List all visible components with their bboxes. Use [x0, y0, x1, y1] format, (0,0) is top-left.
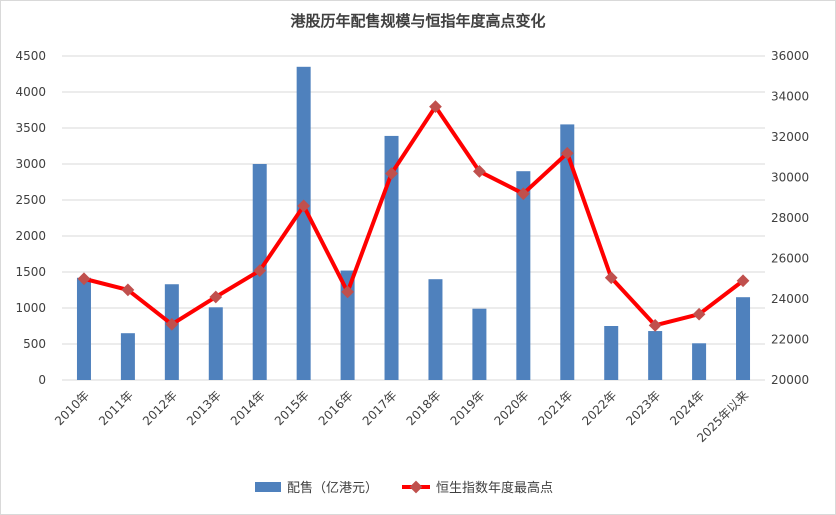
bar	[76, 277, 91, 380]
line-marker	[297, 199, 311, 213]
bar	[164, 284, 179, 380]
left-axis-tick-label: 0	[38, 373, 46, 387]
chart-title: 港股历年配售规模与恒指年度高点变化	[290, 12, 545, 30]
left-axis-tick-label: 500	[23, 337, 46, 351]
left-axis-tick-label: 1000	[15, 301, 46, 315]
left-axis-tick-label: 2500	[15, 193, 46, 207]
right-axis-tick-label: 34000	[771, 90, 809, 104]
legend: 配售（亿港元） 恒生指数年度最高点	[255, 480, 553, 496]
line-marker	[473, 165, 486, 178]
bar	[516, 171, 531, 380]
line-marker	[77, 272, 91, 286]
bar	[296, 66, 311, 381]
legend-bar-label: 配售（亿港元）	[287, 480, 378, 496]
line-marker	[385, 167, 398, 180]
right-axis-tick-label: 32000	[771, 130, 809, 144]
left-axis-tick-label: 1500	[15, 265, 46, 279]
left-axis-ticks: 0 500 1000 1500 2000 2500 3000 3500 4000 4500	[15, 49, 46, 387]
right-axis-tick-label: 26000	[771, 252, 809, 266]
right-axis-tick-label: 28000	[771, 211, 809, 225]
left-axis-tick-label: 3500	[15, 121, 46, 135]
line-series	[77, 100, 750, 332]
bar	[692, 343, 707, 380]
bar	[648, 331, 663, 380]
left-axis-tick-label: 2000	[15, 229, 46, 243]
right-axis-tick-label: 24000	[771, 292, 809, 306]
line-marker	[209, 290, 223, 304]
left-axis-tick-label: 4000	[15, 85, 46, 99]
bar	[472, 308, 487, 380]
line-marker	[253, 264, 267, 278]
bar	[604, 326, 619, 380]
right-axis-ticks: 20000 22000 24000 26000 28000 30000 32000 34000…	[771, 49, 809, 387]
line-marker	[121, 283, 135, 297]
bar	[340, 270, 355, 380]
bar-series	[76, 66, 751, 381]
bar	[560, 124, 575, 381]
bar	[384, 135, 399, 380]
line-marker	[165, 317, 179, 331]
gridlines	[62, 55, 765, 381]
series-line	[81, 104, 746, 328]
legend-line-marker	[409, 480, 423, 494]
bar	[120, 333, 135, 380]
right-axis-tick-label: 30000	[771, 171, 809, 185]
legend-line-label: 恒生指数年度最高点	[436, 480, 553, 496]
bar	[428, 279, 443, 380]
line-marker	[341, 285, 354, 299]
right-axis-tick-label: 36000	[771, 49, 809, 63]
line-marker	[429, 100, 442, 113]
right-axis-tick-label: 20000	[771, 373, 809, 387]
bar	[208, 307, 223, 380]
bar	[736, 297, 751, 380]
legend-bar-swatch	[255, 482, 281, 492]
left-axis-tick-label: 4500	[15, 49, 46, 63]
right-axis-tick-label: 22000	[771, 333, 809, 347]
left-axis-tick-label: 3000	[15, 157, 46, 171]
